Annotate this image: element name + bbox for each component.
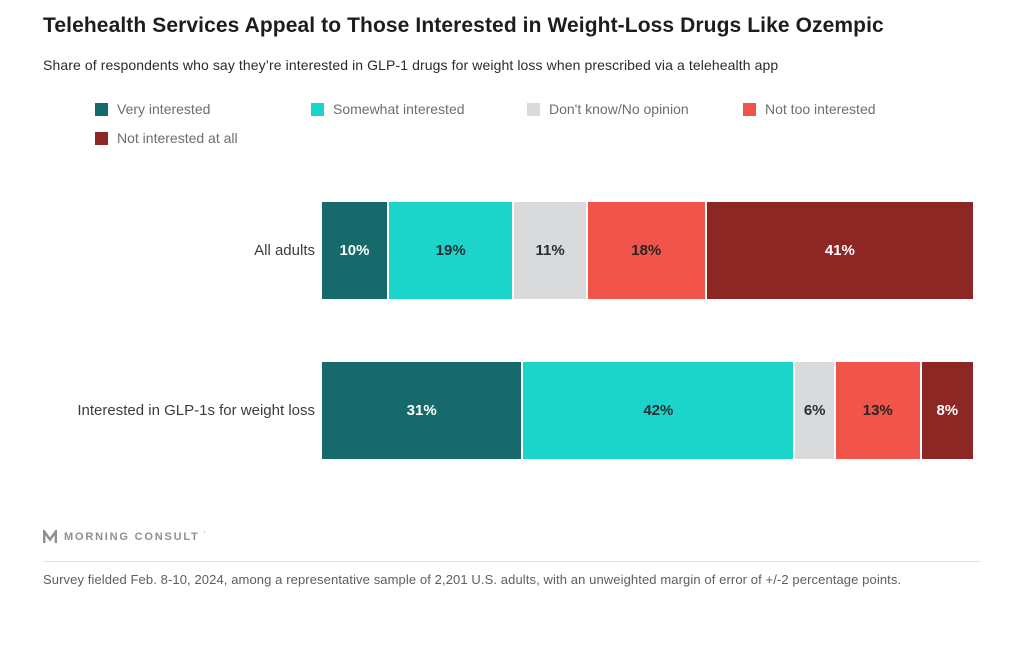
survey-footnote: Survey fielded Feb. 8-10, 2024, among a … [43, 572, 902, 587]
bar-segment: 11% [514, 202, 586, 299]
bar-segment: 6% [795, 362, 834, 459]
legend-item: Don't know/No opinion [527, 101, 743, 117]
bar-segment: 19% [388, 202, 513, 299]
bar-segment: 13% [835, 362, 920, 459]
legend-label: Don't know/No opinion [549, 101, 689, 117]
bar-row: All adults 10% 19% 11% 18% 41% [43, 202, 973, 299]
bar-segment: 42% [523, 362, 794, 459]
legend-swatch-icon [95, 102, 108, 116]
legend-item: Not interested at all [95, 130, 311, 146]
legend-label: Very interested [117, 101, 211, 117]
legend: Very interested Somewhat interested Don't … [95, 101, 967, 146]
segment-value: 18% [631, 242, 662, 259]
legend-swatch-icon [95, 131, 108, 145]
segment-value: 11% [535, 242, 565, 259]
segment-value: 6% [803, 402, 826, 419]
bar-row: Interested in GLP-1s for weight loss 31% 4… [43, 362, 973, 459]
segment-value: 19% [435, 242, 466, 259]
legend-swatch-icon [311, 102, 324, 116]
legend-label: Not too interested [765, 101, 876, 117]
brand-name: MORNING CONSULT [64, 531, 200, 543]
stacked-bar: 31% 42% 6% 13% 8% [322, 362, 973, 459]
stacked-bar: 10% 19% 11% 18% 41% [322, 202, 973, 299]
bar-segment: 41% [706, 202, 973, 299]
footer-divider [43, 561, 981, 562]
legend-item: Very interested [95, 101, 311, 117]
bar-segment: 18% [587, 202, 705, 299]
category-label: Interested in GLP-1s for weight loss [77, 402, 315, 419]
legend-label: Somewhat interested [333, 101, 465, 117]
bar-segment: 31% [322, 362, 522, 459]
bar-segment: 10% [322, 202, 387, 299]
segment-value: 10% [339, 242, 370, 259]
segment-value: 8% [936, 402, 959, 419]
segment-value: 42% [643, 402, 674, 419]
brand-trademark: ’ [203, 530, 206, 539]
chart-rows: All adults 10% 19% 11% 18% 41% Interested in G… [43, 202, 981, 459]
brand-row: MORNING CONSULT ’ [43, 530, 981, 544]
page-title: Telehealth Services Appeal to Those Inte… [43, 14, 884, 37]
morning-consult-logo-icon [43, 530, 57, 544]
page-subtitle: Share of respondents who say they’re int… [43, 57, 779, 73]
bar-segment: 8% [921, 362, 973, 459]
footer: MORNING CONSULT ’ Survey fielded Feb. 8-… [43, 530, 981, 587]
segment-value: 31% [406, 402, 437, 419]
legend-swatch-icon [743, 102, 756, 116]
legend-item: Not too interested [743, 101, 959, 117]
segment-value: 41% [824, 242, 855, 259]
category-label: All adults [254, 242, 315, 259]
legend-item: Somewhat interested [311, 101, 527, 117]
segment-value: 13% [862, 402, 893, 419]
legend-label: Not interested at all [117, 130, 238, 146]
legend-swatch-icon [527, 102, 540, 116]
